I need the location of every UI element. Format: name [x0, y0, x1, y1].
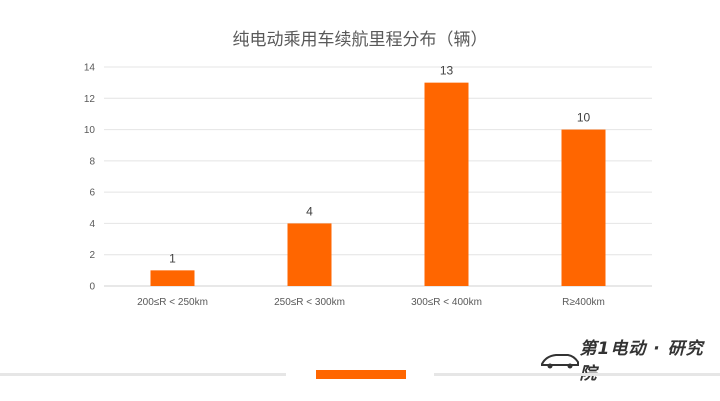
brand-logo-text: 第1电动 · 研究院 [579, 339, 704, 384]
bar [561, 129, 606, 286]
y-tick-label: 14 [84, 63, 96, 74]
brand-logo: 第1电动 · 研究院 [540, 339, 720, 384]
x-axis-ticks: 200≤R < 250km 250≤R < 300km 300≤R < 400km R… [137, 297, 605, 308]
chart-title: 纯电动乘用车续航里程分布（辆） [233, 30, 488, 50]
data-label: 13 [440, 64, 454, 78]
footer-accent-bar [316, 370, 406, 379]
data-label: 1 [169, 251, 176, 265]
footer-divider-left [0, 373, 286, 376]
data-label: 4 [306, 204, 313, 218]
data-labels: 1 4 13 10 [169, 64, 590, 266]
x-tick-label: 300≤R < 400km [411, 297, 482, 308]
x-tick-label: 200≤R < 250km [137, 297, 208, 308]
gridlines [104, 66, 652, 287]
y-tick-label: 12 [84, 94, 96, 105]
y-axis-ticks: 0 2 4 6 8 10 12 14 [84, 63, 96, 293]
bar [424, 82, 469, 287]
footer-divider-right [434, 373, 720, 376]
x-tick-label: R≥400km [562, 297, 605, 308]
data-label: 10 [577, 111, 591, 125]
y-tick-label: 0 [89, 282, 95, 293]
bar [287, 223, 332, 286]
y-tick-label: 2 [89, 250, 95, 261]
y-tick-label: 4 [89, 219, 95, 230]
y-tick-label: 10 [84, 125, 96, 136]
car-outline-icon [541, 354, 579, 369]
bar [150, 270, 195, 286]
bars [150, 82, 606, 287]
y-tick-label: 8 [89, 156, 95, 167]
y-tick-label: 6 [89, 188, 95, 199]
x-tick-label: 250≤R < 300km [274, 297, 345, 308]
